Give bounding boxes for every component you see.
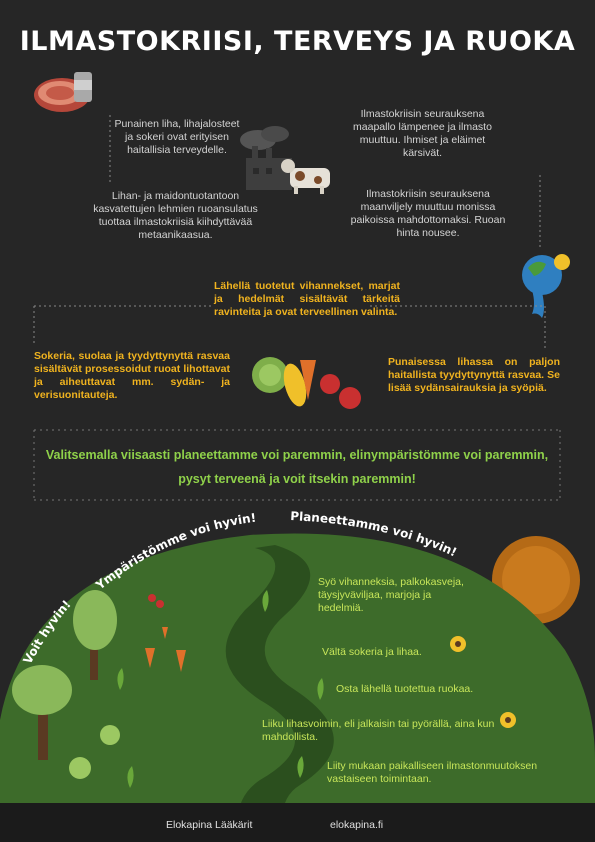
page-title: ILMASTOKRIISI, TERVEYS JA RUOKA — [19, 26, 576, 57]
banner-line-1: Valitsemalla viisaasti planeettamme voi … — [45, 448, 549, 462]
sun-icon — [492, 536, 580, 624]
banner-line-2: pysyt terveenä ja voit itsekin paremmin! — [178, 472, 416, 486]
melting-earth-icon — [522, 254, 570, 318]
tree-icon — [12, 665, 72, 760]
info-agriculture: Ilmastokriisin seurauksena maanviljely m… — [350, 188, 506, 239]
tip-eat-plants: Syö vihanneksia, palkokasveja, täysjyväv… — [318, 576, 464, 614]
cow-icon — [281, 159, 330, 194]
info-meat-sugar: Punainen liha, lihajalosteet ja sokeri o… — [114, 118, 240, 156]
tip-avoid-sugar-meat: Vältä sokeria ja lihaa. — [322, 646, 422, 658]
hill — [0, 533, 595, 842]
can-icon — [74, 72, 92, 102]
info-red-meat: Punaisessa lihassa on paljon haitallista… — [388, 356, 560, 394]
footer: Elokapina Lääkärit elokapina.fi — [0, 803, 595, 842]
info-local-produce: Lähellä tuotetut vihannekset, marjat ja … — [214, 280, 400, 318]
winding-path — [225, 545, 334, 842]
tip-buy-local: Osta lähellä tuotettua ruokaa. — [336, 683, 474, 695]
info-processed-food: Sokeria, suolaa ja tyydyttynyttä rasvaa … — [34, 350, 230, 401]
tip-join-action: Liity mukaan paikalliseen ilmastonmuutok… — [327, 760, 538, 785]
footer-org: Elokapina Lääkärit — [166, 819, 253, 831]
factory-icon — [240, 126, 292, 190]
tip-active-transport: Liiku lihasvoimin, eli jalkaisin tai pyö… — [262, 718, 495, 743]
footer-link[interactable]: elokapina.fi — [330, 819, 384, 831]
info-methane: Lihan- ja maidontuotantoon kasvatettujen… — [93, 190, 258, 241]
info-warming: Ilmastokriisin seurauksena maapallo lämp… — [353, 108, 492, 159]
vegetables-icon — [252, 357, 361, 409]
tree-icon — [73, 590, 117, 680]
